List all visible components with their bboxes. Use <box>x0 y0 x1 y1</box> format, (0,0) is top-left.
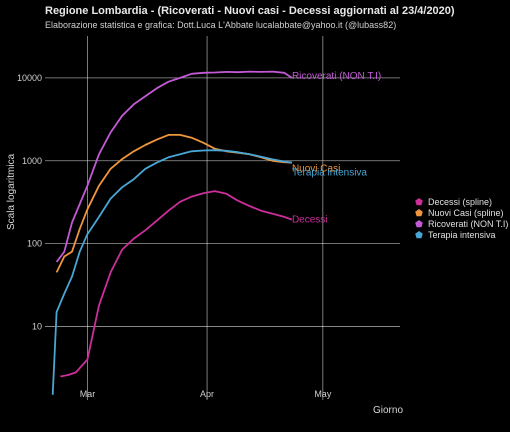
series-line <box>51 149 293 395</box>
legend-marker <box>415 220 423 228</box>
y-tick-label: 10 <box>32 322 42 332</box>
series-end-label: Ricoverati (NON T.I) <box>292 71 381 82</box>
y-axis-label: Scala logaritmica <box>6 153 17 230</box>
x-axis-label: Giorno <box>373 405 403 416</box>
series-line <box>55 70 293 263</box>
legend-entry: Ricoverati (NON T.I) <box>428 219 508 229</box>
series-end-label: Decessi <box>292 215 328 226</box>
series-line <box>60 190 293 378</box>
y-tick-label: 1000 <box>22 156 42 166</box>
chart-subtitle: Elaborazione statistica e grafica: Dott.… <box>45 20 396 30</box>
y-tick-label: 10000 <box>17 73 42 83</box>
grid-layer: 10 100 1000 10000 Mar Apr May <box>17 36 400 400</box>
legend-marker <box>415 209 423 217</box>
series-end-label: Nuovi Casi <box>292 164 340 175</box>
chart-title: Regione Lombardia - (Ricoverati - Nuovi … <box>45 5 455 17</box>
legend-entry: Terapia intensiva <box>428 230 496 240</box>
legend-entry: Nuovi Casi (spline) <box>428 208 504 218</box>
x-tick-label: May <box>314 389 332 399</box>
series-layer <box>51 70 293 395</box>
legend-marker <box>415 198 423 206</box>
x-tick-label: Mar <box>80 389 96 399</box>
legend-entry: Decessi (spline) <box>428 197 492 207</box>
legend: Decessi (spline)Nuovi Casi (spline)Ricov… <box>415 197 508 240</box>
series-labels-layer: Decessi Nuovi Casi Ricoverati (NON T.I) Ter… <box>292 71 381 226</box>
x-tick-label: Apr <box>200 389 214 399</box>
y-tick-label: 100 <box>27 239 42 249</box>
legend-marker <box>415 231 423 239</box>
series-end-label: Terapia intensiva <box>292 168 367 179</box>
